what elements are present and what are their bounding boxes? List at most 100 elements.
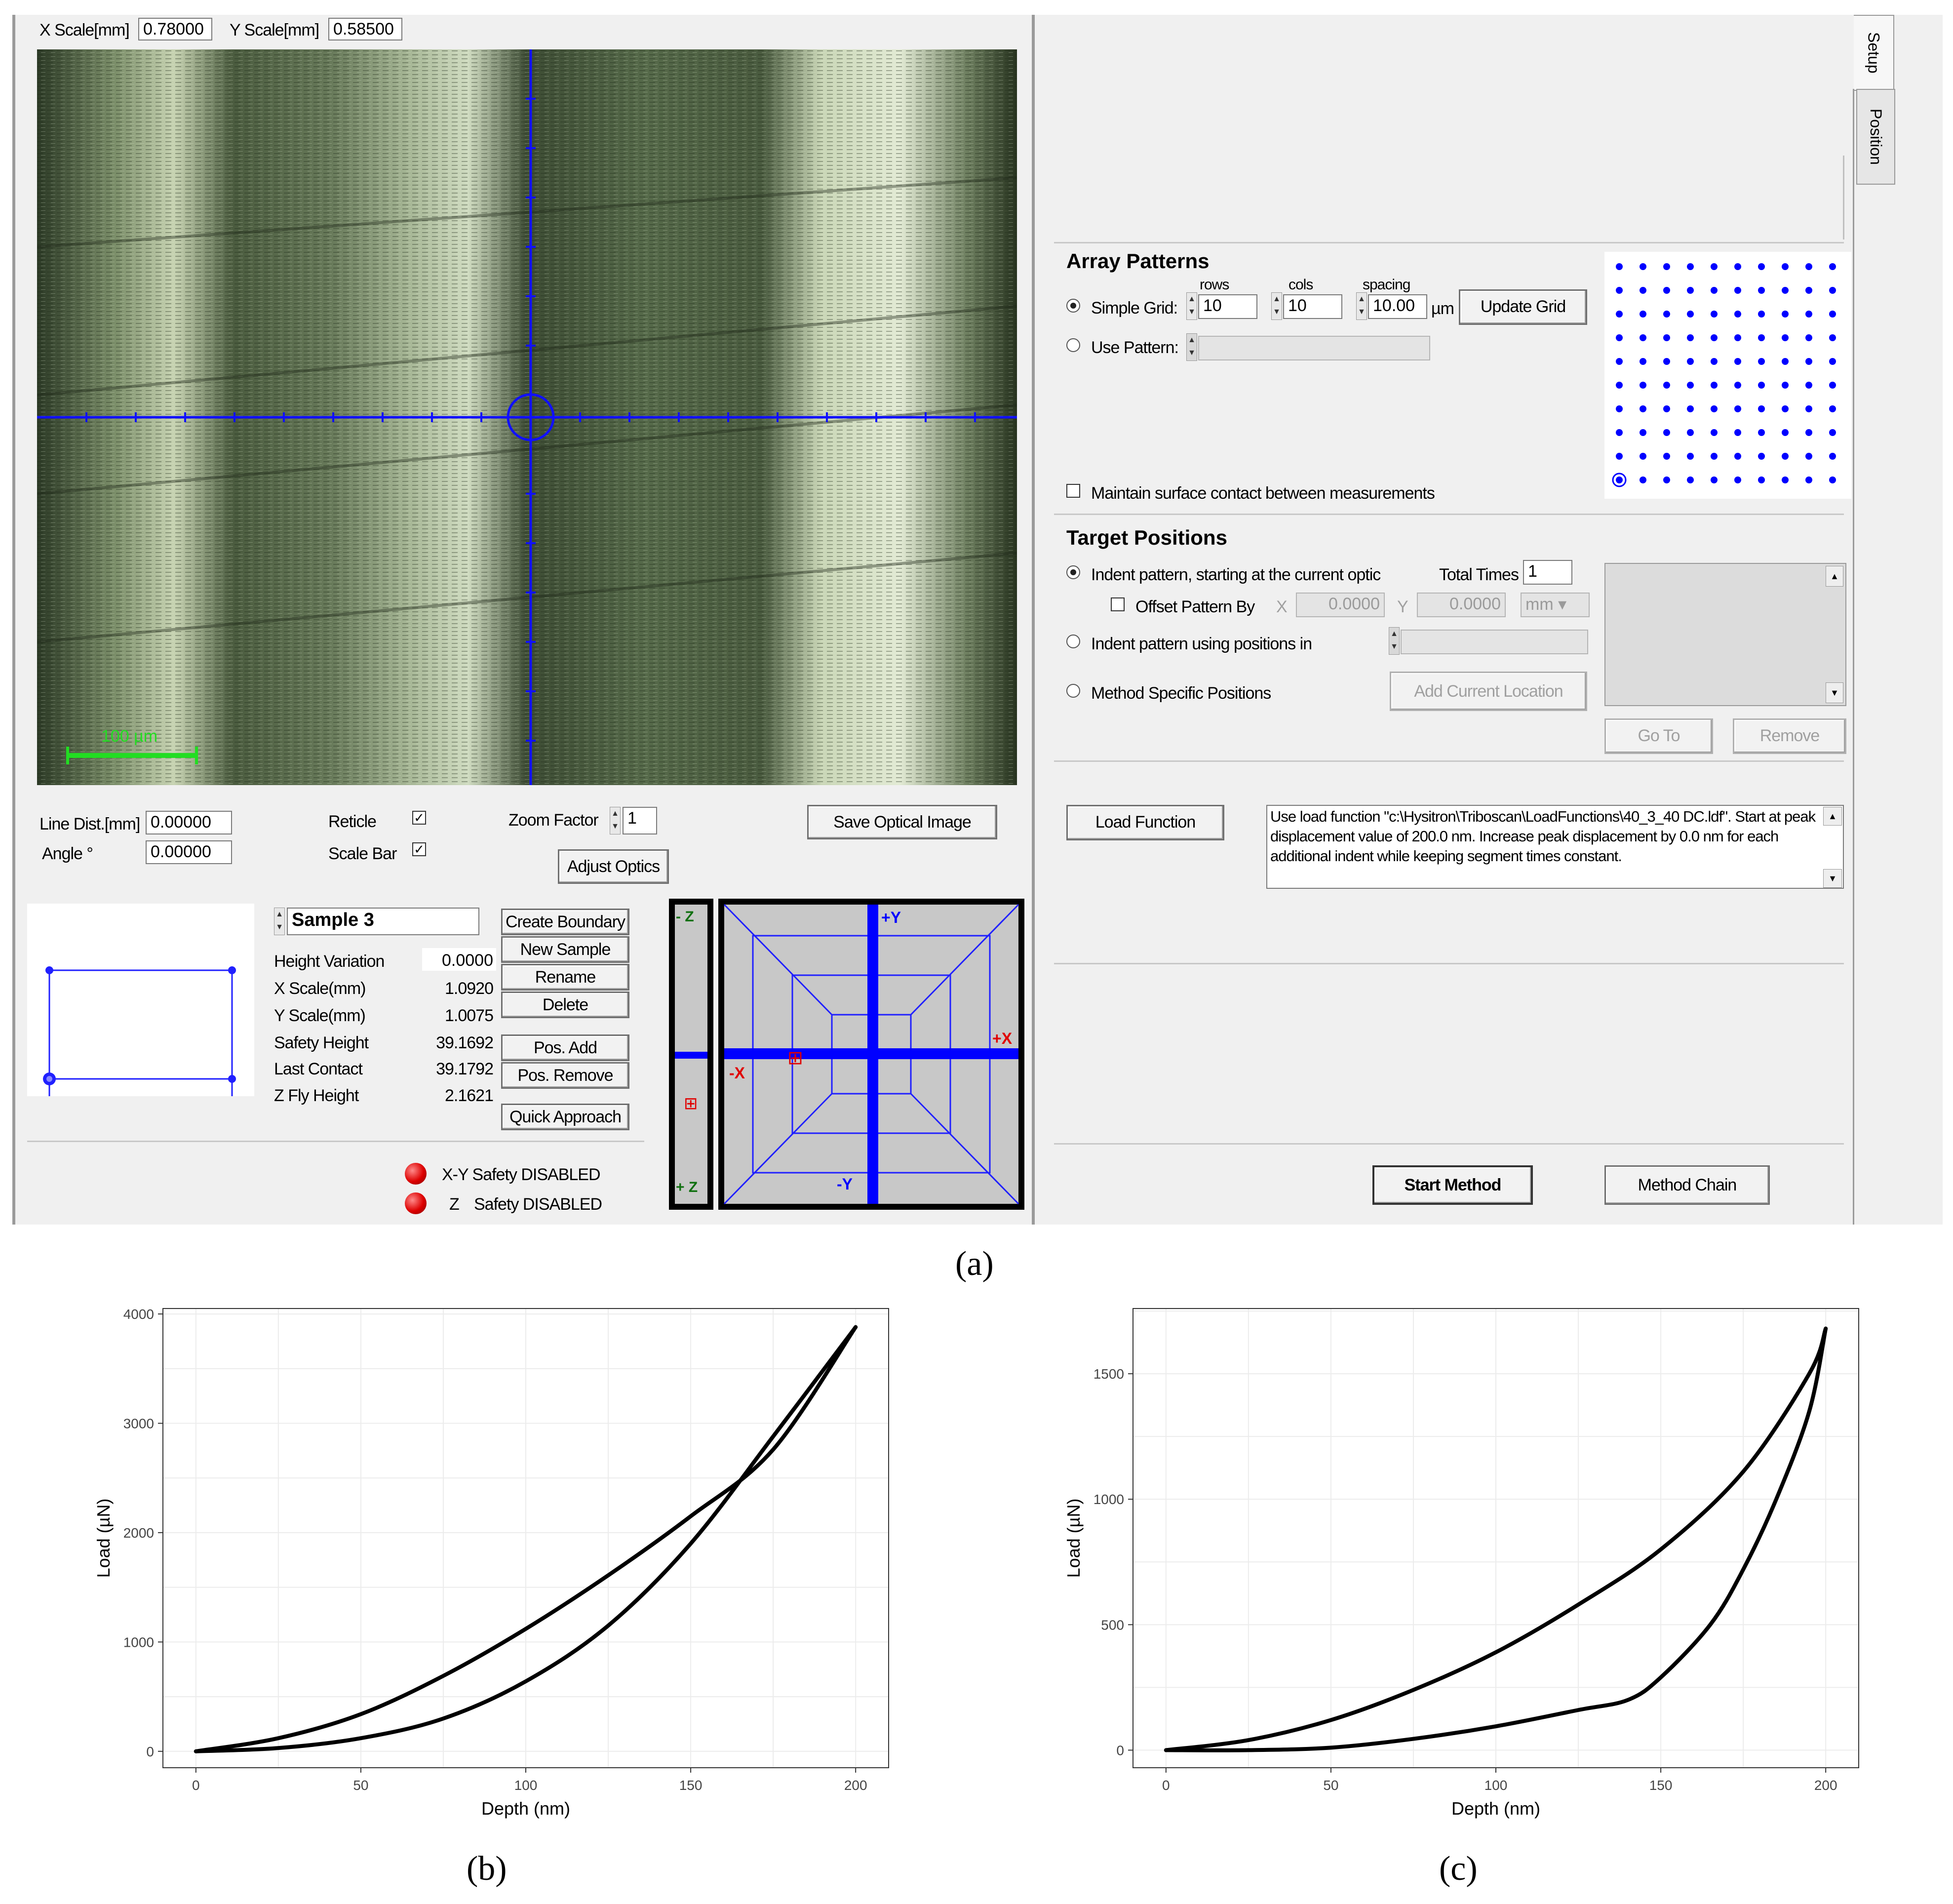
plus-z-label[interactable]: + Z [676,1179,698,1195]
sample-name-field[interactable]: Sample 3 [287,908,479,935]
offset-x-field[interactable]: 0.0000 [1296,593,1385,617]
grid-dot [1805,358,1812,365]
load-function-description[interactable]: Use load function "c:\Hysitron\Triboscan… [1266,805,1844,889]
new-sample-button[interactable]: New Sample [501,936,629,963]
grid-origin-marker [1612,473,1627,487]
pattern-spinner[interactable]: ▲ ▼ [1186,333,1197,361]
scroll-up-icon[interactable]: ▲ [1823,807,1842,826]
rename-button[interactable]: Rename [501,964,629,991]
x-tick-label: 0 [1162,1778,1170,1793]
chart-c-svg: 0 50 100 150 200 0 500 1000 1500 Depth (nm) Load (… [1063,1308,1859,1819]
tab-position[interactable]: Position [1856,89,1895,185]
x-tick-label: 150 [679,1778,703,1793]
cols-field[interactable]: 10 [1283,294,1342,319]
delete-button[interactable]: Delete [501,992,629,1018]
loading-curve [1164,1326,1828,1752]
save-optical-image-button[interactable]: Save Optical Image [807,805,997,839]
sample-prop-row: X Scale(mm) 1.0920 [274,975,496,1000]
x-tick-label: 100 [514,1778,538,1793]
plus-y-label[interactable]: +Y [881,909,901,926]
y-axis-label: Load (µN) [1063,1499,1084,1578]
xy-stage-control[interactable]: +Y -Y +X -X ⊞ [718,899,1024,1210]
cols-spinner[interactable]: ▲ ▼ [1271,292,1282,320]
divider [1054,242,1844,243]
prop-value[interactable]: 0.0000 [422,948,496,971]
scale-bar-checkbox[interactable]: ✓ [412,842,426,856]
x-tick-label: 200 [1814,1778,1837,1793]
line-dist-label: Line Dist.[mm] [39,815,140,833]
grid-dot [1640,405,1646,412]
minus-y-label[interactable]: -Y [837,1175,853,1193]
minus-z-label[interactable]: - Z [676,909,694,925]
grid-dot [1687,358,1694,365]
update-grid-button[interactable]: Update Grid [1459,289,1587,325]
remove-button[interactable]: Remove [1733,718,1846,754]
go-to-button[interactable]: Go To [1604,718,1713,754]
optical-image[interactable]: 100 µm [37,49,1017,785]
positions-file-spinner[interactable]: ▲ ▼ [1389,627,1400,655]
adjust-optics-button[interactable]: Adjust Optics [558,849,669,884]
simple-grid-radio[interactable] [1066,299,1080,313]
reticle-crosshair [37,49,1017,785]
z-safety-prefix: Z [449,1195,460,1214]
array-patterns-title: Array Patterns [1066,249,1210,273]
zoom-spinner[interactable]: ▲ ▼ [610,807,621,834]
method-specific-radio[interactable] [1066,684,1080,698]
offset-unit-select[interactable]: mm ▾ [1521,593,1590,617]
reticle-checkbox[interactable]: ✓ [412,811,426,825]
x-tick-label: 150 [1649,1778,1673,1793]
method-chain-button[interactable]: Method Chain [1604,1165,1770,1205]
offset-y-field[interactable]: 0.0000 [1417,593,1506,617]
start-method-button[interactable]: Start Method [1372,1165,1533,1205]
grid-dot [1616,382,1623,389]
total-times-field[interactable]: 1 [1523,560,1572,585]
scroll-down-icon[interactable]: ▼ [1823,869,1842,888]
positions-file-select[interactable] [1401,630,1588,654]
rows-field[interactable]: 10 [1198,294,1257,319]
y-scale-field[interactable]: 0.58500 [328,18,402,40]
add-current-location-button[interactable]: Add Current Location [1390,672,1587,711]
sample-prop-row: Safety Height 39.1692 [274,1030,496,1054]
angle-field[interactable]: 0.00000 [146,840,232,864]
sample-boundary-preview[interactable] [27,904,254,1112]
pos-add-button[interactable]: Pos. Add [501,1034,629,1061]
x-scale-field[interactable]: 0.78000 [138,18,212,40]
plus-x-label[interactable]: +X [992,1030,1013,1047]
grid-dot [1758,287,1765,294]
grid-dot [1711,476,1718,483]
pattern-select[interactable] [1198,336,1430,360]
positions-list[interactable]: ▲ ▼ [1604,563,1846,706]
spacing-field[interactable]: 10.00 [1368,294,1427,319]
panel-scroll-edge [1843,156,1844,239]
grid-dot [1687,334,1694,341]
create-boundary-button[interactable]: Create Boundary [501,909,629,935]
caption-c: (c) [1439,1850,1478,1888]
grid-dot [1687,453,1694,460]
grid-preview[interactable] [1604,252,1851,499]
tab-setup[interactable]: Setup [1854,15,1894,91]
spacing-unit: µm [1431,299,1454,318]
rows-spinner[interactable]: ▲ ▼ [1186,292,1197,320]
z-safety-text: Safety DISABLED [474,1195,602,1214]
grid-dot [1687,263,1694,270]
scroll-up-icon[interactable]: ▲ [1826,566,1843,587]
indent-current-radio[interactable] [1066,565,1080,579]
target-positions-title: Target Positions [1066,526,1227,549]
pane-divider [1032,15,1035,1225]
offset-pattern-checkbox[interactable] [1111,597,1125,611]
line-dist-field[interactable]: 0.00000 [146,811,232,834]
load-function-button[interactable]: Load Function [1066,805,1224,840]
z-stage-control[interactable]: - Z + Z ⊞ [669,899,713,1210]
scroll-down-icon[interactable]: ▼ [1826,682,1843,703]
pos-remove-button[interactable]: Pos. Remove [501,1062,629,1089]
use-pattern-radio[interactable] [1066,338,1080,352]
grid-dot [1687,311,1694,317]
minus-x-label[interactable]: -X [729,1064,745,1082]
sample-spinner[interactable]: ▲ ▼ [274,908,285,935]
zoom-field[interactable]: 1 [623,807,657,834]
spacing-spinner[interactable]: ▲ ▼ [1356,292,1367,320]
indent-using-radio[interactable] [1066,635,1080,648]
maintain-contact-checkbox[interactable] [1066,484,1080,498]
chart-b: 0 50 100 150 200 0 1000 2000 3000 4000 Depth (nm) L… [79,1294,918,1832]
quick-approach-button[interactable]: Quick Approach [501,1104,629,1130]
